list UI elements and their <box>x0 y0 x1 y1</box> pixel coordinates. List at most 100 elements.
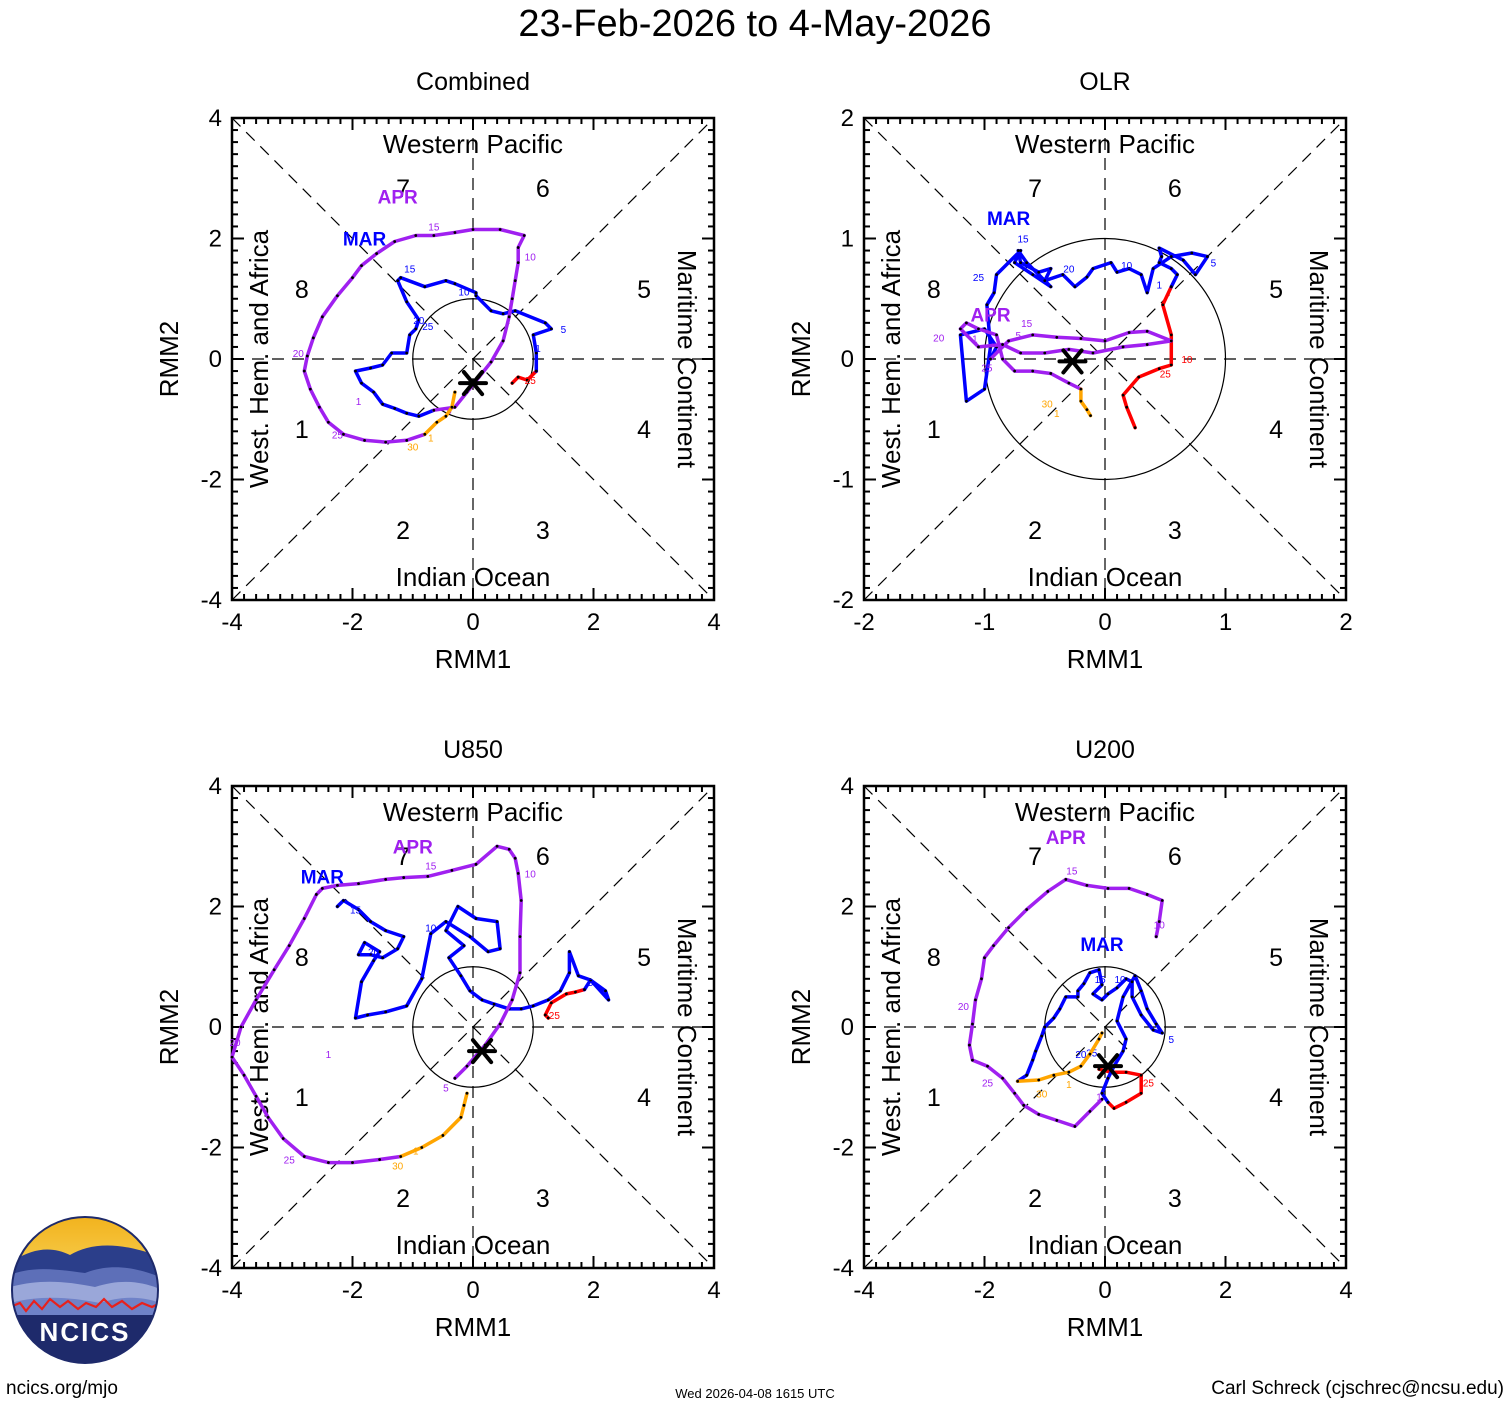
daily-point <box>1169 363 1173 367</box>
day-label: 10 <box>1121 261 1133 272</box>
day-label: 10 <box>425 924 437 935</box>
daily-point <box>1067 381 1071 385</box>
day-label: 5 <box>443 1083 449 1094</box>
daily-point <box>589 978 592 982</box>
daily-point <box>513 279 517 283</box>
daily-point <box>974 998 977 1002</box>
region-label-bottom: Indian Ocean <box>1028 1230 1183 1260</box>
daily-point <box>1031 273 1035 277</box>
daily-point <box>1088 1109 1092 1113</box>
daily-point <box>432 234 436 237</box>
daily-point <box>311 336 315 340</box>
daily-point <box>558 989 562 993</box>
daily-point <box>531 1004 535 1008</box>
day-label: 5 <box>1168 1035 1174 1046</box>
daily-point <box>1091 351 1095 355</box>
daily-point <box>420 977 424 981</box>
daily-point <box>351 1161 354 1164</box>
daily-point <box>1073 285 1077 289</box>
day-label: 25 <box>525 376 537 387</box>
daily-point <box>1016 1079 1020 1083</box>
daily-point <box>1061 273 1065 277</box>
daily-point <box>1019 261 1023 264</box>
region-label-top: Western Pacific <box>1015 797 1195 827</box>
daily-point <box>546 1016 550 1020</box>
daily-point <box>1088 971 1092 975</box>
panel-title: Combined <box>416 68 530 96</box>
daily-point <box>564 992 568 996</box>
daily-point <box>308 387 312 391</box>
daily-point <box>1037 1078 1041 1082</box>
day-label: 10 <box>1181 355 1193 366</box>
daily-point <box>266 1115 270 1119</box>
daily-point <box>375 252 378 255</box>
daily-point <box>986 1064 989 1068</box>
x-tick-label: 0 <box>466 1277 479 1304</box>
daily-point <box>1124 977 1128 981</box>
phase-number: 2 <box>1028 517 1042 545</box>
y-tick-label: 0 <box>841 346 854 373</box>
daily-point <box>1076 989 1080 993</box>
daily-point <box>518 935 522 939</box>
daily-point <box>1097 968 1101 972</box>
daily-point <box>462 944 466 948</box>
daily-point <box>320 887 324 890</box>
phase-number: 5 <box>1269 276 1283 304</box>
daily-point <box>1169 339 1173 343</box>
daily-point <box>369 920 372 923</box>
daily-point <box>423 285 427 289</box>
current-position-marker <box>458 370 488 397</box>
daily-point <box>486 950 490 954</box>
daily-point <box>254 998 258 1002</box>
daily-point <box>1089 414 1092 418</box>
daily-point <box>459 1115 463 1119</box>
daily-point <box>1139 1073 1143 1077</box>
daily-point <box>516 246 520 249</box>
region-label-left: West. Hem. and Africa <box>244 897 274 1156</box>
marker-stroke <box>1061 348 1084 375</box>
x-tick-label: 1 <box>1219 609 1232 636</box>
day-label: 1 <box>326 1050 332 1061</box>
chart-panel-u200: -4 -2 0 2 4 -4 -2 0 2 4 U200 RMM1 RMM2 Western Pacifi… <box>786 736 1353 1342</box>
daily-point <box>959 333 962 337</box>
daily-point <box>1001 357 1004 361</box>
y-axis-label: RMM2 <box>786 989 816 1066</box>
phase-number: 4 <box>637 416 651 444</box>
daily-point <box>604 989 607 993</box>
day-label: 15 <box>404 265 416 276</box>
daily-point <box>393 407 397 410</box>
daily-point <box>1121 345 1125 349</box>
y-axis-label: RMM2 <box>154 321 184 398</box>
daily-point <box>1139 1091 1143 1095</box>
daily-point <box>1115 270 1119 274</box>
daily-point <box>399 276 403 280</box>
day-label: 1 <box>972 335 978 346</box>
daily-point <box>985 303 989 307</box>
chart-panel-u850: -4 -2 0 2 4 -4 -2 0 2 4 U850 RMM1 RMM2 Western Pacifi… <box>154 736 721 1342</box>
daily-point <box>1079 1064 1083 1068</box>
daily-point <box>402 876 406 879</box>
daily-point <box>1025 261 1029 264</box>
daily-point <box>1067 347 1071 351</box>
daily-point <box>1151 1028 1155 1032</box>
daily-point <box>1133 426 1137 430</box>
daily-point <box>327 420 330 424</box>
daily-point <box>513 856 517 860</box>
footer-url[interactable]: ncics.org/mjo <box>6 1378 118 1399</box>
month-label-apr: APR <box>970 305 1010 326</box>
day-label: 25 <box>332 430 344 441</box>
region-label-bottom: Indian Ocean <box>396 1230 551 1260</box>
day-label: 15 <box>1021 319 1033 330</box>
phase-number: 4 <box>1269 416 1283 444</box>
daily-point <box>360 381 363 385</box>
daily-point <box>1031 333 1035 337</box>
daily-point <box>1124 1100 1128 1104</box>
daily-point <box>378 1158 382 1161</box>
main-title: 23-Feb-2026 to 4-May-2026 <box>518 3 992 45</box>
daily-point <box>1013 369 1017 373</box>
daily-point <box>1160 255 1164 258</box>
y-tick-label: 1 <box>841 226 854 253</box>
daily-point <box>336 294 339 298</box>
trajectory-may <box>1015 1031 1104 1083</box>
daily-point <box>360 980 363 984</box>
